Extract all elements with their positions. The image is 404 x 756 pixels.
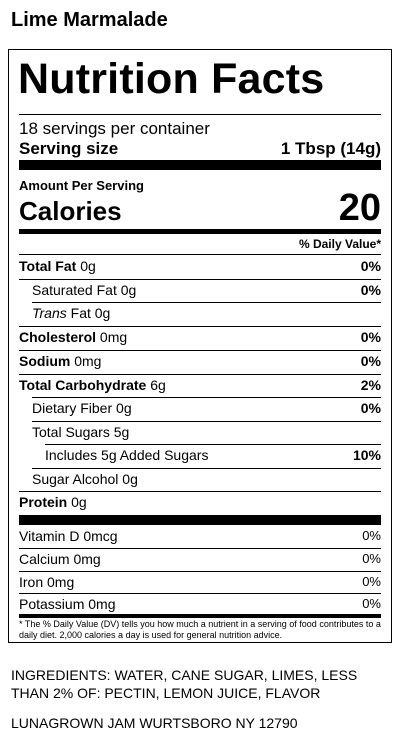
nutrient-dv: 0% [360,353,381,369]
calories-value: 20 [338,187,381,229]
nutrient-row-protein: Protein 0g [19,492,381,516]
nutrient-row-total-fat: Total Fat 0g 0% [19,256,381,280]
nutrient-name: Dietary Fiber [32,400,113,416]
divider [19,491,381,492]
divider [19,571,381,572]
divider [19,254,381,255]
nutrient-amount: 0g [122,471,138,487]
nutrient-row-total-sugars: Total Sugars 5g [19,422,381,446]
nutrient-name: Total Carbohydrate [19,377,147,393]
manufacturer-text: LUNAGROWN JAM WURTSBORO NY 12790 [11,715,298,731]
nutrient-name: Total Sugars [32,424,110,440]
serving-size-value: 1 Tbsp (14g) [280,139,381,158]
vitamin-name: Vitamin D [19,528,80,544]
divider [19,374,381,375]
nutrient-row-cholesterol: Cholesterol 0mg 0% [19,327,381,351]
nutrient-dv: 0% [360,258,381,274]
vitamin-amount: 0mg [73,551,101,567]
vitamin-dv: 0% [362,551,381,566]
nutrient-name: Sodium [19,353,71,369]
divider [45,444,381,445]
nutrient-row-sodium: Sodium 0mg 0% [19,351,381,375]
divider [32,421,381,422]
nutrient-amount: 0g [71,494,87,510]
divider [19,279,381,280]
divider [19,593,381,594]
daily-value-header: % Daily Value* [298,237,381,251]
nutrient-dv: 10% [352,447,381,463]
nutrient-amount: 0g [120,282,137,298]
vitamin-name: Iron [19,574,44,590]
medium-divider [19,229,381,234]
nutrient-amount: 0g [116,400,132,416]
divider [19,350,381,351]
divider [19,114,381,115]
nutrient-row-saturated-fat: Saturated Fat 0g 0% [19,280,381,304]
nutrition-facts-panel: Nutrition Facts 18 servings per containe… [8,49,392,643]
amount-per-serving: Amount Per Serving [19,178,144,193]
divider [32,302,381,303]
divider [19,326,381,327]
nutrient-dv: 2% [360,377,381,393]
nutrient-name: Trans [32,305,67,321]
nutrient-row-added-sugars: Includes 5g Added Sugars 10% [19,445,381,469]
nutrient-row-sugar-alcohol: Sugar Alcohol 0g [19,469,381,493]
vitamin-name: Potassium [19,596,85,612]
nutrient-row-trans-fat: Trans Fat 0g [19,303,381,327]
divider [32,468,381,469]
nutrient-name: Protein [19,494,68,510]
calories-label: Calories [19,196,122,226]
servings-per-container: 18 servings per container [19,119,210,138]
thick-divider [19,160,381,170]
nutrient-name: Includes 5g Added Sugars [45,447,209,463]
serving-size-label: Serving size [19,139,119,158]
nutrient-amount: 0g [80,258,96,274]
vitamin-dv: 0% [362,528,381,543]
nutrient-name: Total Fat [19,258,77,274]
vitamin-name: Calcium [19,551,70,567]
nutrient-name-suffix: Fat [70,305,91,321]
nutrient-amount: 5g [113,424,130,440]
nutrient-name: Cholesterol [19,329,97,345]
nutrient-dv: 0% [360,329,381,345]
ingredients-text: INGREDIENTS: WATER, CANE SUGAR, LIMES, L… [11,667,358,701]
nutrient-dv: 0% [360,282,381,298]
vitamin-dv: 0% [362,574,381,589]
product-title: Lime Marmalade [11,9,168,31]
vitamin-amount: 0mcg [83,528,118,544]
daily-value-footnote: * The % Daily Value (DV) tells you how m… [19,619,381,640]
nutrient-amount: 6g [150,377,166,393]
vitamin-row-vitamin-d: Vitamin D 0mcg 0% [19,526,381,550]
nutrient-amount: 0g [94,305,111,321]
nutrient-amount: 0mg [99,329,128,345]
thick-divider [19,515,381,525]
nutrient-dv: 0% [360,400,381,416]
nutrient-name: Sugar Alcohol [32,471,119,487]
vitamin-amount: 0mg [88,596,116,612]
vitamin-row-calcium: Calcium 0mg 0% [19,549,381,573]
vitamin-row-potassium: Potassium 0mg 0% [19,594,381,618]
nutrient-row-dietary-fiber: Dietary Fiber 0g 0% [19,398,381,422]
nutrient-row-total-carbohydrate: Total Carbohydrate 6g 2% [19,375,381,399]
nutrient-amount: 0mg [74,353,102,369]
vitamin-row-iron: Iron 0mg 0% [19,572,381,596]
nutrient-name: Saturated Fat [32,282,117,298]
vitamin-dv: 0% [362,596,381,611]
medium-divider [19,614,381,618]
divider [19,548,381,549]
divider [32,397,381,398]
nutrition-facts-heading: Nutrition Facts [18,55,325,103]
vitamin-amount: 0mg [47,574,75,590]
